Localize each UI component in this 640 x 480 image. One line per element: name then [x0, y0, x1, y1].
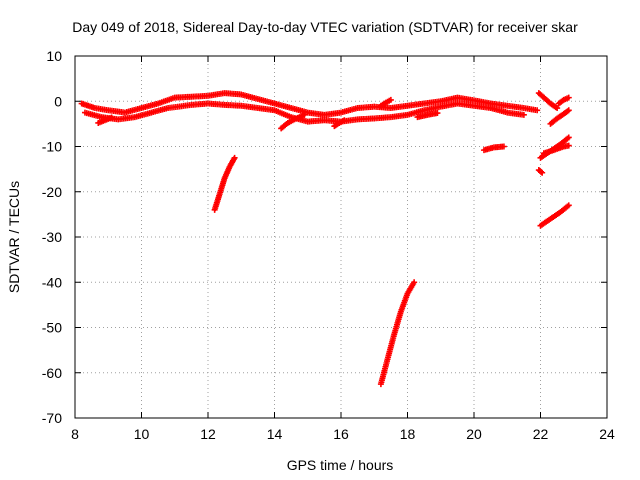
plot-frame [74, 55, 608, 419]
series-dip-15-9h [331, 117, 348, 130]
y-tick-label: -50 [42, 320, 62, 336]
y-tick-label: -20 [42, 184, 62, 200]
series-steep-17h [377, 279, 418, 388]
data-point [554, 105, 561, 112]
data-point [565, 202, 572, 209]
data-point [565, 107, 572, 114]
x-tick-label: 12 [200, 426, 216, 442]
data-point [231, 154, 238, 161]
series-segment-20-5h [480, 143, 507, 154]
series-22h-dot [535, 167, 546, 176]
y-tick-label: 0 [54, 93, 62, 109]
data-point [434, 110, 441, 117]
series-22h-rising-top [555, 94, 572, 107]
data-point [565, 142, 572, 149]
data-point [387, 96, 394, 103]
data-point [500, 143, 507, 150]
y-tick-label: -30 [42, 229, 62, 245]
data-point [539, 169, 546, 176]
y-tick-label: -70 [42, 410, 62, 426]
y-tick-label: 10 [46, 48, 62, 64]
y-tick-label: -10 [42, 139, 62, 155]
series-22h-upper [547, 107, 572, 127]
data-point [565, 134, 572, 141]
x-tick-label: 24 [599, 426, 615, 442]
x-tick-label: 22 [533, 426, 549, 442]
series-22h-decay [535, 90, 561, 112]
x-tick-label: 18 [400, 426, 416, 442]
series-22h-bottom [537, 202, 572, 229]
series-dip-9h [95, 114, 115, 126]
data-marks [78, 90, 572, 388]
series-segment-18-5h [414, 110, 441, 121]
x-tick-label: 16 [333, 426, 349, 442]
data-point [301, 111, 308, 118]
data-point [565, 94, 572, 101]
series-main-band-lower [81, 100, 527, 125]
x-tick-label: 10 [134, 426, 150, 442]
series-22h-middle-low [540, 142, 572, 157]
x-axis-label: GPS time / hours [287, 457, 394, 473]
y-axis-label: SDTVAR / TECUs [6, 181, 22, 293]
x-tick-label: 14 [267, 426, 283, 442]
series-main-band-upper [78, 90, 541, 118]
x-tick-label: 20 [466, 426, 482, 442]
data-point [108, 114, 115, 121]
data-point [534, 107, 541, 114]
y-tick-label: -60 [42, 365, 62, 381]
chart-title: Day 049 of 2018, Sidereal Day-to-day VTE… [72, 19, 578, 35]
data-point [411, 279, 418, 286]
data-point [538, 168, 545, 175]
series-segment-17-3h [377, 96, 394, 109]
series-dip-14h [278, 111, 308, 132]
y-tick-label: -40 [42, 274, 62, 290]
x-tick-label: 8 [71, 426, 79, 442]
data-point [341, 117, 348, 124]
series-steep-12h [211, 154, 238, 213]
axis-ticks: 8 10 12 14 16 18 20 22 24 10 0 -10 -20 -30 -40 -50 -60 -7… [42, 48, 615, 442]
data-point [520, 111, 527, 118]
